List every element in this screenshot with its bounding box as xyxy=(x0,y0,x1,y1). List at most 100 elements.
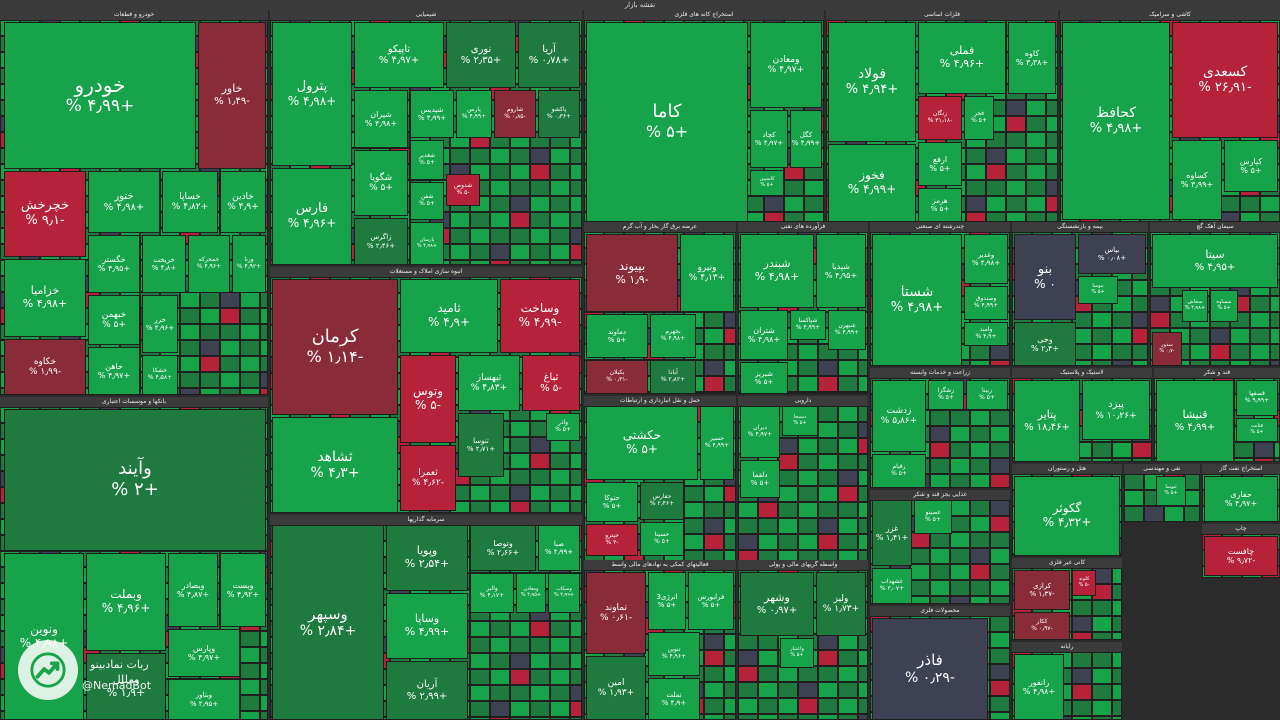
stock-tile[interactable]: وشهر +۰٫۹۷ % xyxy=(740,572,814,636)
stock-tile[interactable]: ارفع +۵ % xyxy=(918,142,962,186)
stock-tile[interactable]: ثعمرا -۴٫۶۲ % xyxy=(400,445,456,511)
stock-tile[interactable]: دسبحا +۵ % xyxy=(782,406,818,436)
stock-tile[interactable]: وبملت +۴٫۹۶ % xyxy=(86,553,166,651)
stock-tile[interactable]: وبتاور +۴٫۹۵ % xyxy=(168,679,240,720)
stock-tile[interactable]: پارس +۴٫۹۹ % xyxy=(456,90,492,138)
stock-tile[interactable]: فرابورس +۵ % xyxy=(688,572,734,630)
stock-tile[interactable]: آبادا +۲٫۸۲ % xyxy=(650,360,696,394)
stock-tile[interactable]: شپاکسا +۴٫۹۹ % xyxy=(790,310,826,340)
stock-tile[interactable]: شبهرن +۴٫۹۹ % xyxy=(828,310,866,350)
stock-tile[interactable]: حسیر +۴٫۹۹ % xyxy=(700,406,734,480)
stock-tile[interactable]: بنوسا +۵ % xyxy=(1078,276,1118,304)
stock-tile[interactable]: شغدیر +۵ % xyxy=(410,140,444,180)
stock-tile[interactable]: ثنوسا +۵ % xyxy=(1156,476,1186,506)
stock-tile[interactable]: شپدیس +۴٫۹۹ % xyxy=(410,90,454,138)
stock-tile[interactable]: سخاش +۴٫۹۸ % xyxy=(1182,290,1208,322)
stock-tile[interactable]: بجهرم +۴٫۹۸ % xyxy=(650,314,696,358)
stock-tile[interactable]: وآیند +۲ % xyxy=(4,409,266,551)
stock-tile[interactable]: قصفها +۹٫۹۹ % xyxy=(1236,380,1278,416)
stock-tile[interactable]: ثباغ -۵ % xyxy=(522,355,580,411)
stock-tile[interactable]: کرازی -۱٫۳۷ % xyxy=(1014,570,1070,610)
stock-tile[interactable]: حفارس +۲٫۴۶ % xyxy=(640,482,684,520)
stock-tile[interactable]: حسینا +۵ % xyxy=(640,522,684,556)
stock-tile[interactable]: واذر +۵ % xyxy=(546,413,580,441)
stock-tile[interactable]: خاور -۱٫۴۹ % xyxy=(198,22,266,169)
stock-tile[interactable]: حکشتی +۵ % xyxy=(586,406,698,480)
stock-tile[interactable]: وساپا +۴٫۹۹ % xyxy=(386,593,468,659)
stock-tile[interactable]: وسکاب +۴٫۹۹ % xyxy=(548,573,580,613)
stock-tile[interactable]: شیران +۴٫۹۸ % xyxy=(354,90,408,148)
stock-tile[interactable]: فاذر -۰٫۲۹ % xyxy=(872,618,988,720)
stock-tile[interactable]: وصندوق +۴٫۹۹ % xyxy=(964,286,1008,320)
stock-tile[interactable]: کاوه +۳٫۳۸ % xyxy=(1008,22,1056,94)
stock-tile[interactable]: شستا +۴٫۹۸ % xyxy=(872,234,962,366)
stock-tile[interactable]: فخوز +۴٫۹۹ % xyxy=(828,144,916,222)
stock-tile[interactable]: خچرخش -۹٫۱ % xyxy=(4,171,86,257)
stock-tile[interactable]: ولیز +۱٫۷۳ % xyxy=(816,572,866,636)
stock-tile[interactable]: خزر +۴٫۹۶ % xyxy=(142,295,178,353)
stock-tile[interactable]: امین +۱٫۹۳ % xyxy=(586,656,646,720)
stock-tile[interactable]: چافست -۹٫۷۲ % xyxy=(1204,536,1278,576)
stock-tile[interactable]: شبریز +۵ % xyxy=(740,362,788,394)
stock-tile[interactable]: خساپا +۴٫۸۲ % xyxy=(162,171,218,233)
stock-tile[interactable]: فولاد +۴٫۹۴ % xyxy=(828,22,916,142)
stock-tile[interactable]: رانفور +۴٫۹۸ % xyxy=(1014,654,1064,720)
stock-tile[interactable]: کساوه +۴٫۹۹ % xyxy=(1172,140,1222,220)
stock-tile[interactable]: کرمان -۱٫۱۴ % xyxy=(272,279,398,415)
stock-tile[interactable]: شفن +۵ % xyxy=(410,182,444,220)
stock-tile[interactable]: خاذین +۴٫۹ % xyxy=(220,171,266,233)
stock-tile[interactable]: دیران +۴٫۹۷ % xyxy=(740,406,780,458)
stock-tile[interactable]: خکاوه -۱٫۹۹ % xyxy=(4,339,86,395)
stock-tile[interactable]: زبینا +۵ % xyxy=(966,380,1008,410)
stock-tile[interactable]: حپترو -۳ % xyxy=(586,524,638,556)
stock-tile[interactable]: تماوند -۰٫۶۱ % xyxy=(586,572,646,654)
stock-tile[interactable]: وسپهر +۲٫۸۴ % xyxy=(272,525,384,720)
stock-tile[interactable]: گکوثر +۴٫۳۲ % xyxy=(1014,476,1120,556)
stock-tile[interactable]: پیزد +۱۰٫۲۶ % xyxy=(1082,380,1150,440)
stock-tile[interactable]: وتوس -۵ % xyxy=(400,355,456,443)
stock-tile[interactable]: فارس +۴٫۹۶ % xyxy=(272,168,352,265)
stock-tile[interactable]: ثنوسا +۲٫۷۱ % xyxy=(458,413,504,477)
stock-tile[interactable]: غشهداب +۳٫۰۷ % xyxy=(872,568,912,604)
stock-tile[interactable]: پاکشو +۰٫۳۶ % xyxy=(538,90,580,138)
stock-tile[interactable]: شاروم -۰٫۸۵ % xyxy=(494,90,536,138)
stock-tile[interactable]: غصینو +۵ % xyxy=(914,500,952,534)
stock-tile[interactable]: سساوه +۵ % xyxy=(1210,290,1238,322)
stock-tile[interactable]: وتوصا +۲٫۶۶ % xyxy=(470,525,536,571)
stock-tile[interactable]: فملی +۴٫۹۶ % xyxy=(918,22,1006,94)
stock-tile[interactable]: شتران +۴٫۹۸ % xyxy=(740,310,788,360)
stock-tile[interactable]: ختور +۴٫۹۸ % xyxy=(88,171,160,233)
stock-tile[interactable]: زاگرس +۲٫۴۶ % xyxy=(354,218,408,265)
stock-tile[interactable]: فجر +۵ % xyxy=(964,96,994,140)
stock-tile[interactable]: خزامیا +۴٫۹۸ % xyxy=(4,259,86,337)
stock-tile[interactable]: کاسپین +۵ % xyxy=(750,170,784,196)
stock-tile[interactable]: پارسان +۴٫۹۸ % xyxy=(410,222,444,265)
stock-tile[interactable]: وامید +۴٫۹ % xyxy=(964,322,1008,346)
stock-tile[interactable]: وساخت -۴٫۹۹ % xyxy=(500,279,580,353)
stock-tile[interactable]: صبا +۴٫۹۹ % xyxy=(538,525,580,571)
stock-tile[interactable]: وبصادر +۴٫۸۷ % xyxy=(168,553,218,627)
stock-tile[interactable]: غزر +۱٫۴۱ % xyxy=(872,500,912,566)
stock-tile[interactable]: دماوند +۵ % xyxy=(586,314,648,358)
stock-tile[interactable]: ومعادن +۴٫۹۵ % xyxy=(516,573,546,613)
stock-tile[interactable]: حتوکا +۵ % xyxy=(586,482,638,522)
stock-tile[interactable]: کچاد +۴٫۹۷ % xyxy=(750,110,788,168)
stock-tile[interactable]: وبست +۴٫۹۲ % xyxy=(220,553,266,627)
stock-tile[interactable]: ورنا +۴٫۹۲ % xyxy=(232,235,266,293)
stock-tile[interactable]: کاما +۵ % xyxy=(586,22,748,222)
stock-tile[interactable]: شپدیا +۴٫۹۵ % xyxy=(816,234,866,308)
stock-tile[interactable]: قنیشا +۴٫۹۹ % xyxy=(1156,380,1234,462)
stock-tile[interactable]: خریخت +۴٫۸ % xyxy=(142,235,186,293)
stock-tile[interactable]: واعتبار +۵ % xyxy=(780,638,814,668)
stock-tile[interactable]: ثشاهد +۴٫۳ % xyxy=(272,417,398,513)
stock-tile[interactable]: پترول +۴٫۹۸ % xyxy=(272,22,352,166)
stock-tile[interactable]: بپیوند -۱٫۹ % xyxy=(586,234,678,312)
stock-tile[interactable]: شبندر +۴٫۹۸ % xyxy=(740,234,814,308)
stock-tile[interactable]: هرمز +۵ % xyxy=(918,188,962,222)
stock-tile[interactable]: ومعادن +۴٫۹۷ % xyxy=(750,22,822,108)
stock-tile[interactable]: بکیلان -۰٫۳۱ % xyxy=(586,360,648,394)
stock-tile[interactable]: والبر +۴٫۱۷ % xyxy=(470,573,514,613)
stock-tile[interactable]: شدوص -۵ % xyxy=(446,174,480,206)
stock-tile[interactable]: زنگان -۳۱٫۱۸ % xyxy=(918,96,962,140)
stock-tile[interactable]: وپارس +۴٫۹۷ % xyxy=(168,629,240,677)
